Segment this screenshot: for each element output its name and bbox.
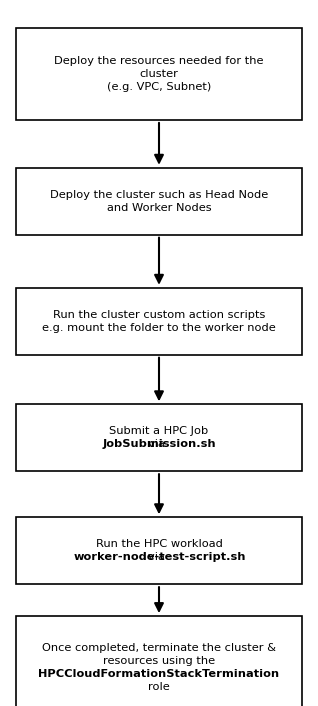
Text: Submit a HPC Job: Submit a HPC Job — [109, 426, 209, 436]
Text: role: role — [148, 682, 170, 692]
Text: via: via — [148, 439, 169, 449]
Text: (e.g. VPC, Subnet): (e.g. VPC, Subnet) — [107, 82, 211, 92]
Text: resources using the: resources using the — [103, 656, 215, 666]
Text: and Worker Nodes: and Worker Nodes — [107, 203, 211, 213]
Text: e.g. mount the folder to the worker node: e.g. mount the folder to the worker node — [42, 323, 276, 333]
Text: Deploy the cluster such as Head Node: Deploy the cluster such as Head Node — [50, 190, 268, 200]
Text: Run the cluster custom action scripts: Run the cluster custom action scripts — [53, 310, 265, 320]
Text: via: via — [148, 552, 169, 562]
FancyBboxPatch shape — [16, 288, 302, 354]
FancyBboxPatch shape — [16, 28, 302, 120]
Text: cluster: cluster — [140, 69, 178, 79]
FancyBboxPatch shape — [16, 517, 302, 585]
Text: Run the HPC workload: Run the HPC workload — [96, 539, 222, 549]
Text: Deploy the resources needed for the: Deploy the resources needed for the — [54, 56, 264, 66]
Text: Once completed, terminate the cluster &: Once completed, terminate the cluster & — [42, 642, 276, 652]
Text: worker-node-test-script.sh: worker-node-test-script.sh — [73, 552, 246, 562]
Text: HPCCloudFormationStackTermination: HPCCloudFormationStackTermination — [38, 669, 280, 678]
FancyBboxPatch shape — [16, 616, 302, 706]
FancyBboxPatch shape — [16, 404, 302, 472]
FancyBboxPatch shape — [16, 168, 302, 234]
Text: JobSubmission.sh: JobSubmission.sh — [103, 439, 217, 449]
